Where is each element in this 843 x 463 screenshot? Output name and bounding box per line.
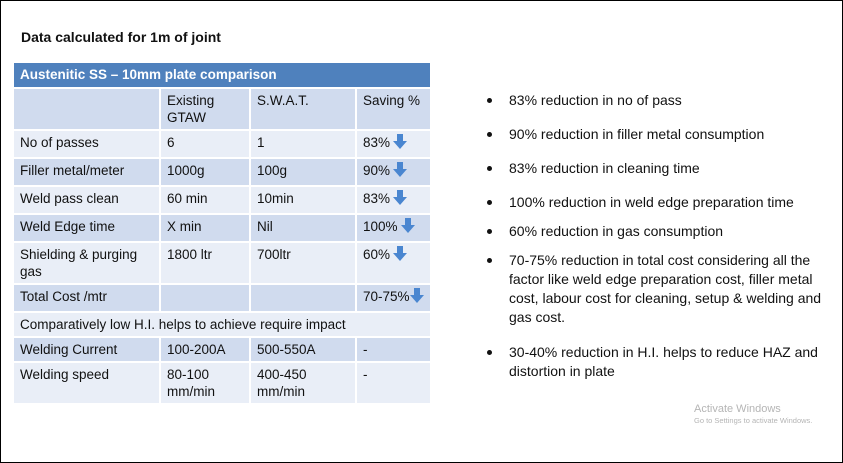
table-row: Shielding & purging gas 1800 ltr 700ltr … xyxy=(12,241,433,285)
down-arrow-icon xyxy=(393,134,408,154)
saving-cell: 83% xyxy=(354,129,433,159)
swat-value: 500-550A xyxy=(249,336,357,363)
bullet-item: 70-75% reduction in total cost consideri… xyxy=(485,251,830,327)
row-label: Shielding & purging gas xyxy=(12,241,161,285)
saving-value: - xyxy=(354,336,433,363)
bullet-dot-icon xyxy=(487,229,492,234)
header-cell: S.W.A.T. xyxy=(249,87,357,131)
bullet-item: 90% reduction in filler metal consumptio… xyxy=(485,125,830,144)
bullet-text: 30-40% reduction in H.I. helps to reduce… xyxy=(509,344,818,379)
row-label: Weld Edge time xyxy=(12,213,161,243)
saving-value: - xyxy=(354,361,433,405)
saving-cell: 70-75% xyxy=(354,283,433,313)
activate-windows-watermark: Activate Windows Go to Settings to activ… xyxy=(694,403,812,427)
gtaw-value: 1800 ltr xyxy=(159,241,251,285)
bullet-item: 30-40% reduction in H.I. helps to reduce… xyxy=(485,343,830,381)
bullet-dot-icon xyxy=(487,98,492,103)
bullet-item: 83% reduction in cleaning time xyxy=(485,159,830,178)
saving-value: 60% xyxy=(363,247,391,262)
gtaw-value: 60 min xyxy=(159,185,251,215)
table-row: Weld Edge time X min Nil 100% xyxy=(12,213,433,243)
saving-value: 90% xyxy=(363,163,391,178)
bullet-item: 100% reduction in weld edge preparation … xyxy=(485,193,830,212)
bullet-dot-icon xyxy=(487,200,492,205)
bullet-item: 60% reduction in gas consumption xyxy=(485,222,830,241)
swat-value: 400-450 mm/min xyxy=(249,361,357,405)
row-label: Total Cost /mtr xyxy=(12,283,161,313)
table-note-row: Comparatively low H.I. helps to achieve … xyxy=(11,311,433,338)
page-title: Data calculated for 1m of joint xyxy=(21,29,221,45)
table-row: No of passes 6 1 83% xyxy=(12,129,433,159)
gtaw-value: 80-100 mm/min xyxy=(159,361,251,405)
swat-value xyxy=(249,283,357,313)
swat-value: 100g xyxy=(249,157,357,187)
swat-value: Nil xyxy=(249,213,357,243)
table-note: Comparatively low H.I. helps to achieve … xyxy=(11,311,433,338)
header-cell: Saving % xyxy=(354,87,433,131)
row-label: Welding speed xyxy=(12,361,161,405)
saving-cell: 100% xyxy=(354,213,433,243)
table-row: Welding speed 80-100 mm/min 400-450 mm/m… xyxy=(12,361,433,405)
row-label: No of passes xyxy=(12,129,161,159)
table-row: Filler metal/meter 1000g 100g 90% xyxy=(12,157,433,187)
watermark-title: Activate Windows xyxy=(694,403,781,415)
reduction-bullet-list: 83% reduction in no of pass 90% reductio… xyxy=(485,91,830,381)
saving-cell: 60% xyxy=(354,241,433,285)
table-row: Weld pass clean 60 min 10min 83% xyxy=(12,185,433,215)
gtaw-value: 1000g xyxy=(159,157,251,187)
swat-value: 700ltr xyxy=(249,241,357,285)
saving-cell: 83% xyxy=(354,185,433,215)
gtaw-value: X min xyxy=(159,213,251,243)
watermark-subtitle: Go to Settings to activate Windows. xyxy=(694,416,813,425)
bullet-dot-icon xyxy=(487,132,492,137)
saving-value: 100% xyxy=(363,219,398,234)
gtaw-value xyxy=(159,283,251,313)
down-arrow-icon xyxy=(409,288,424,308)
table-title: Austenitic SS – 10mm plate comparison xyxy=(11,61,433,89)
saving-cell: 90% xyxy=(354,157,433,187)
table-row: Total Cost /mtr 70-75% xyxy=(12,283,433,313)
table-row: Welding Current 100-200A 500-550A - xyxy=(12,336,433,363)
bullet-dot-icon xyxy=(487,166,492,171)
saving-value: 83% xyxy=(363,191,391,206)
saving-value: 83% xyxy=(363,135,391,150)
down-arrow-icon xyxy=(393,246,408,266)
gtaw-value: 6 xyxy=(159,129,251,159)
gtaw-value: 100-200A xyxy=(159,336,251,363)
row-label: Weld pass clean xyxy=(12,185,161,215)
bullet-text: 83% reduction in cleaning time xyxy=(509,160,700,176)
row-label: Welding Current xyxy=(12,336,161,363)
down-arrow-icon xyxy=(393,190,408,210)
bullet-text: 83% reduction in no of pass xyxy=(509,92,682,108)
bullet-text: 100% reduction in weld edge preparation … xyxy=(509,194,794,210)
header-cell: Existing GTAW xyxy=(159,87,251,131)
header-cell xyxy=(12,87,161,131)
bullet-text: 60% reduction in gas consumption xyxy=(509,223,724,239)
down-arrow-icon xyxy=(400,218,415,238)
comparison-table: Austenitic SS – 10mm plate comparison Ex… xyxy=(11,61,433,405)
row-label: Filler metal/meter xyxy=(12,157,161,187)
swat-value: 10min xyxy=(249,185,357,215)
table-header-row: Existing GTAW S.W.A.T. Saving % xyxy=(12,87,433,131)
bullet-dot-icon xyxy=(487,350,492,355)
bullet-item: 83% reduction in no of pass xyxy=(485,91,830,110)
swat-value: 1 xyxy=(249,129,357,159)
bullet-text: 90% reduction in filler metal consumptio… xyxy=(509,126,765,142)
bullet-dot-icon xyxy=(487,258,492,263)
bullet-text: 70-75% reduction in total cost consideri… xyxy=(509,252,822,325)
down-arrow-icon xyxy=(393,162,408,182)
saving-value: 70-75% xyxy=(363,289,410,304)
